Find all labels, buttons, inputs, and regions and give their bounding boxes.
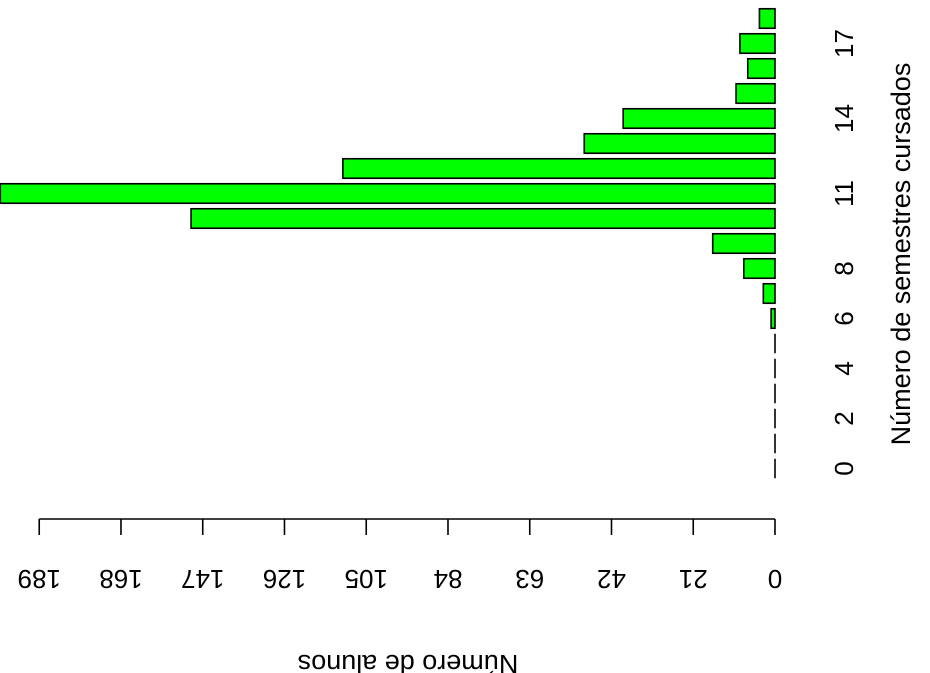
x-tick-label-21: 21: [679, 564, 708, 594]
bar-11: [0, 182, 776, 205]
x-tick-label-42: 42: [597, 564, 626, 594]
y-tick-label-14: 14: [829, 104, 859, 133]
bar-18: [758, 7, 776, 30]
bar-15: [735, 82, 776, 105]
x-tick-label-168: 168: [99, 564, 142, 594]
y-tick-label-4: 4: [829, 361, 859, 375]
x-axis: 0 21 42 63 84 105 126 147 168 189: [18, 518, 782, 594]
bar-7: [762, 282, 776, 305]
bar-12: [342, 157, 776, 180]
y-tick-label-0: 0: [829, 461, 859, 475]
x-tick-label-147: 147: [181, 564, 224, 594]
x-tick-label-105: 105: [345, 564, 388, 594]
x-tick-label-84: 84: [434, 564, 463, 594]
y-tick-label-6: 6: [829, 311, 859, 325]
bar-9: [711, 232, 776, 255]
x-tick-label-126: 126: [263, 564, 306, 594]
y-tick-label-17: 17: [829, 29, 859, 58]
bar-13: [583, 132, 776, 155]
y-tick-label-11: 11: [829, 180, 859, 207]
y-axis-title: Número de semestres cursados: [886, 63, 916, 446]
x-axis-title: Número de alunos: [298, 649, 519, 673]
bar-16: [746, 57, 776, 80]
y-axis: 0 2 4 6 8 11 14 17: [829, 29, 859, 476]
x-tick-label-63: 63: [515, 564, 544, 594]
bar-8: [743, 257, 776, 280]
y-tick-label-2: 2: [829, 411, 859, 425]
x-tick-label-0: 0: [768, 564, 782, 594]
bars-group: [0, 7, 776, 330]
bar-6: [770, 307, 776, 330]
y-tick-label-8: 8: [829, 261, 859, 275]
bar-17: [739, 32, 776, 55]
bar-10: [190, 207, 776, 230]
bar-14: [622, 107, 776, 130]
x-tick-label-189: 189: [18, 564, 61, 594]
